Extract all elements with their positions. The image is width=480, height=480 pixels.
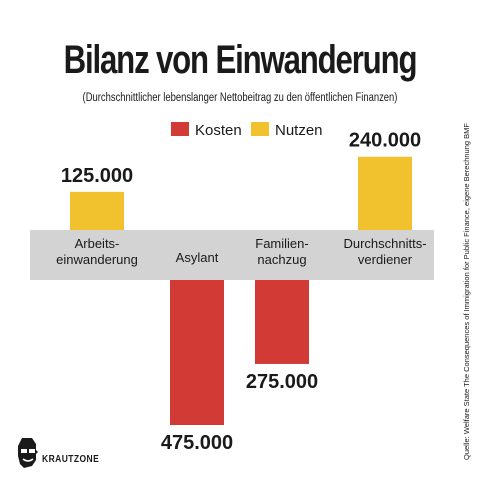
legend-swatch-nutzen — [251, 122, 269, 136]
legend-label-kosten: Kosten — [195, 122, 242, 139]
value-label-1: 475.000 — [161, 432, 233, 454]
category-label-1: Asylant — [176, 250, 219, 265]
bar-kosten-1 — [170, 280, 224, 425]
legend-label-nutzen: Nutzen — [275, 122, 323, 139]
value-label-2: 275.000 — [246, 371, 318, 393]
bar-kosten-2 — [255, 280, 309, 364]
value-label-0: 125.000 — [61, 165, 133, 187]
legend-swatch-kosten — [171, 122, 189, 136]
chart-subtitle: (Durchschnittlicher lebenslanger Nettobe… — [82, 92, 398, 104]
value-label-3: 240.000 — [349, 130, 421, 152]
brand-name: KRAUTZONE — [42, 454, 100, 465]
source-note: Quelle: Welfare State The Consequences o… — [462, 123, 471, 460]
category-label-2: Familien-nachzug — [255, 236, 308, 267]
chart-title: Bilanz von Einwanderung — [63, 38, 418, 82]
category-label-3: Durchschnitts-verdiener — [343, 236, 426, 267]
krautzone-logo-icon — [18, 438, 38, 468]
category-label-0: Arbeits-einwanderung — [56, 236, 138, 267]
bar-nutzen-0 — [70, 191, 124, 230]
category-band — [30, 230, 434, 280]
bar-nutzen-3 — [358, 156, 412, 230]
